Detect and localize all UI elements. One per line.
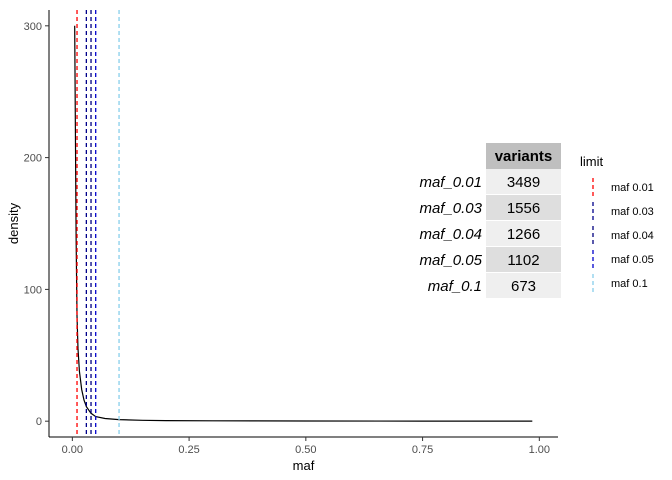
x-tick-label: 0.25 (178, 444, 199, 456)
y-tick-label: 0 (36, 416, 42, 428)
table-row-label: maf_0.04 (419, 226, 482, 243)
y-axis: 0 100 200 300 (24, 10, 50, 437)
legend-label: maf 0.01 (611, 182, 654, 194)
legend-label: maf 0.04 (611, 230, 654, 242)
table-cell (486, 195, 561, 220)
table-row-label: maf_0.01 (419, 174, 482, 191)
table-header-cell (486, 143, 561, 169)
legend-label: maf 0.05 (611, 254, 654, 266)
y-axis-title: density (6, 202, 21, 244)
plot-panel (74, 10, 533, 437)
x-tick-label: 0.00 (62, 444, 83, 456)
table-row-label: maf_0.05 (419, 252, 482, 269)
table-row-value: 1102 (507, 252, 539, 269)
table-row-label: maf_0.03 (419, 200, 482, 217)
table-cell (486, 247, 561, 272)
y-tick-label: 100 (24, 284, 42, 296)
table-row-label: maf_0.1 (428, 278, 482, 295)
x-tick-label: 0.75 (412, 444, 433, 456)
x-tick-label: 0.50 (295, 444, 316, 456)
table-cell (486, 221, 561, 246)
legend-label: maf 0.1 (611, 278, 648, 290)
x-axis-title: maf (293, 458, 315, 473)
table-header: variants (495, 148, 553, 165)
variants-table: variants maf_0.01 3489 maf_0.03 1556 maf_0.04… (419, 143, 561, 298)
x-tick-label: 1.00 (529, 444, 550, 456)
table-row-value: 1266 (507, 226, 540, 243)
table-row-value: 673 (511, 278, 536, 295)
y-tick-label: 200 (24, 153, 42, 165)
y-tick-label: 300 (24, 21, 42, 33)
table-cell (486, 169, 561, 194)
limit-legend: limit maf 0.01 maf 0.03 maf 0.04 maf 0.05 ma… (580, 154, 654, 292)
density-curve (74, 25, 533, 422)
legend-label: maf 0.03 (611, 206, 654, 218)
table-cell (486, 273, 561, 298)
legend-title: limit (580, 154, 603, 169)
table-row-value: 3489 (507, 174, 540, 191)
table-row-value: 1556 (507, 200, 540, 217)
x-axis: 0.00 0.25 0.50 0.75 1.00 (49, 436, 558, 456)
